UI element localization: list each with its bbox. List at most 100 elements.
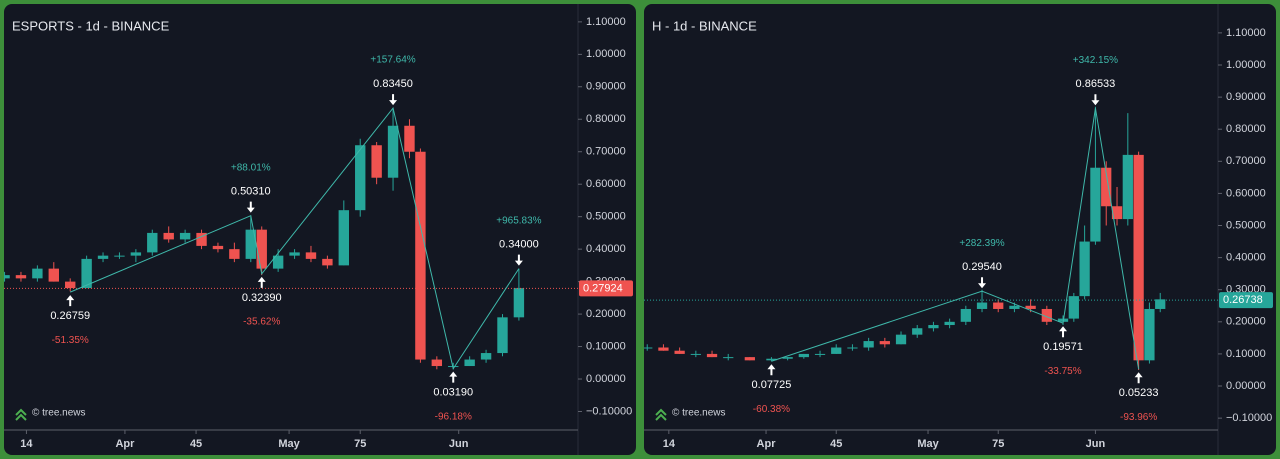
candle-body	[15, 275, 27, 279]
candle-body	[65, 281, 76, 289]
pivot-arrow	[246, 201, 255, 213]
pivot-price-label: 0.34000	[499, 239, 539, 251]
candle-body	[1068, 296, 1079, 319]
pivot-price-label: 0.86533	[1076, 78, 1116, 90]
candle-body	[766, 358, 777, 361]
candle-body	[814, 353, 826, 355]
pivot-line	[771, 108, 1140, 370]
pivot-price-label: 0.05233	[1119, 387, 1159, 399]
candle-body	[1101, 167, 1112, 207]
pivot-change-label: -35.62%	[243, 316, 280, 327]
y-tick-label: 0.50000	[1226, 219, 1266, 231]
pivot-arrow	[1134, 372, 1143, 384]
candle-body	[196, 232, 207, 246]
y-tick-label: 0.20000	[1226, 316, 1266, 328]
pivot-change-label: -33.75%	[1044, 366, 1081, 377]
candle-body	[81, 258, 92, 289]
y-tick-label: 1.00000	[1226, 59, 1266, 71]
candle-body	[644, 347, 653, 349]
pivot-line	[70, 106, 520, 370]
candle-body	[97, 255, 109, 259]
pivot-price-label: 0.19571	[1043, 341, 1083, 353]
candle-body	[831, 347, 842, 354]
x-tick-label: 45	[830, 438, 842, 450]
x-tick-label: 14	[20, 438, 33, 450]
y-tick-label: 0.20000	[586, 308, 626, 320]
candle-body	[229, 249, 240, 259]
candle-body	[480, 353, 492, 360]
x-tick-label: 45	[190, 438, 202, 450]
candle-body	[1144, 308, 1155, 361]
y-tick-label: 0.60000	[586, 178, 626, 190]
y-tick-label: 0.40000	[1226, 252, 1266, 264]
candle-body	[289, 252, 300, 256]
pivot-arrow	[449, 371, 458, 383]
candle-body	[863, 341, 874, 348]
candle-body	[674, 350, 685, 354]
candle-body	[847, 347, 858, 349]
y-tick-label: 0.50000	[586, 211, 626, 223]
candle-body	[431, 359, 443, 367]
x-tick-label: May	[278, 438, 300, 450]
candle-body	[130, 252, 142, 256]
y-tick-label: 0.40000	[586, 243, 626, 255]
candle-body	[338, 210, 350, 266]
candle-body	[895, 334, 907, 345]
candle-body	[272, 255, 284, 269]
pivot-price-label: 0.83450	[373, 78, 413, 90]
candle-body	[993, 302, 1004, 309]
watermark-logo	[655, 408, 667, 421]
candle-body	[256, 229, 267, 269]
chart-title: ESPORTS - 1d - BINANCE	[12, 18, 170, 33]
last-price-box	[1219, 292, 1273, 309]
candle-body	[744, 357, 755, 361]
y-tick-label: 0.90000	[586, 81, 626, 93]
y-tick-label: 0.90000	[1226, 91, 1266, 103]
pivot-price-label: 0.29540	[962, 261, 1002, 273]
pivot-change-label: +342.15%	[1073, 55, 1118, 66]
x-tick-label: Apr	[757, 438, 777, 450]
y-tick-label: 0.00000	[586, 373, 626, 385]
pivot-price-label: 0.03190	[433, 387, 473, 399]
x-tick-label: Jun	[1086, 438, 1106, 450]
y-tick-label: 0.00000	[1226, 380, 1266, 392]
pivot-arrow	[1059, 326, 1068, 338]
pivot-arrow	[66, 295, 75, 307]
x-tick-label: Apr	[115, 438, 135, 450]
pivot-arrow	[1091, 94, 1100, 106]
watermark-logo	[15, 408, 27, 421]
candle-body	[928, 325, 939, 329]
pivot-price-label: 0.26759	[50, 310, 90, 322]
candle-body	[4, 275, 10, 279]
candle-body	[305, 252, 317, 259]
chart-title: H - 1d - BINANCE	[652, 18, 757, 33]
pivot-arrow	[257, 276, 266, 288]
y-tick-label: 0.80000	[1226, 123, 1266, 135]
candle-body	[960, 308, 971, 322]
watermark: © tree.news	[32, 408, 86, 419]
candle-body	[879, 341, 890, 345]
candle-body	[163, 232, 174, 240]
candle-body	[1133, 154, 1144, 361]
watermark: © tree.news	[672, 408, 726, 419]
x-tick-label: 75	[354, 438, 366, 450]
candle-body	[404, 125, 415, 152]
candle-body	[782, 357, 793, 359]
y-tick-label: 0.70000	[1226, 155, 1266, 167]
candle-body	[387, 125, 399, 178]
candle-body	[513, 288, 525, 318]
candle-body	[1122, 154, 1133, 220]
candle-body	[1155, 299, 1166, 309]
candle-body	[1041, 308, 1052, 322]
candle-body	[464, 359, 475, 367]
pivot-change-label: -51.35%	[52, 335, 89, 346]
y-tick-label: 0.10000	[1226, 348, 1266, 360]
candle-body	[212, 245, 224, 250]
candle-body	[658, 347, 669, 351]
candle-body	[1025, 305, 1036, 309]
chart-panel: −0.100000.000000.100000.200000.300000.40…	[644, 4, 1276, 455]
pivot-change-label: -93.96%	[1120, 412, 1157, 423]
last-price-box	[579, 280, 633, 297]
candle-body	[944, 321, 955, 326]
